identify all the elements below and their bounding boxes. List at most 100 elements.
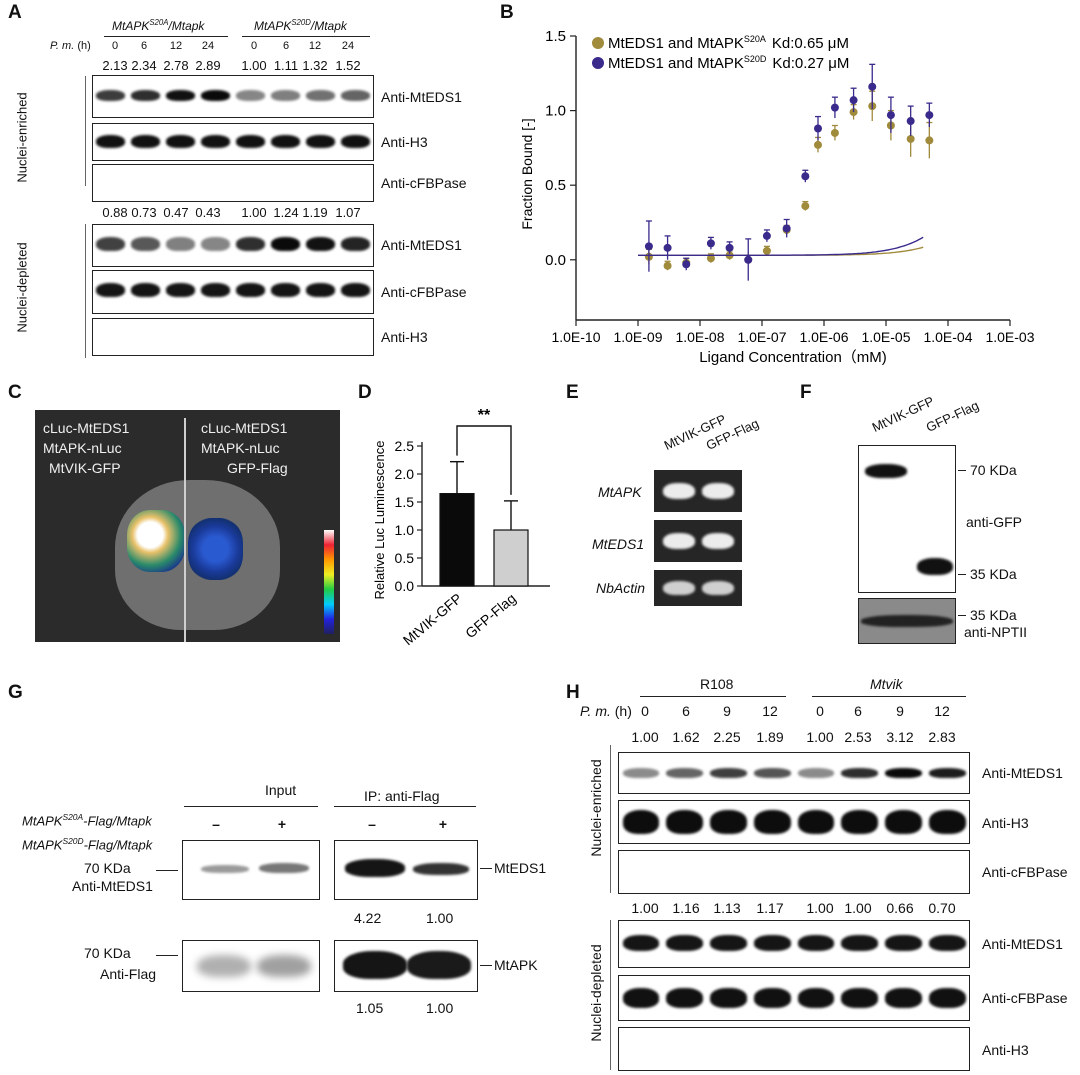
a-blot-enriched-cfbpase: [92, 164, 374, 202]
g-row2-label: MtAPKS20D-Flag/Mtapk: [22, 836, 153, 853]
g-marker-1: 70 KDa: [84, 860, 131, 876]
gel-band: [702, 581, 734, 595]
h-time-2: 6: [682, 703, 690, 719]
a-blot-label-6: Anti-H3: [381, 329, 428, 345]
d-bar-2: [493, 529, 529, 587]
g-row1-label: MtAPKS20A-Flag/Mtapk: [22, 812, 152, 829]
b-data-point: [682, 260, 691, 269]
g-ip-val-4: 1.00: [426, 1000, 454, 1016]
b-data-point: [868, 82, 877, 91]
blot-band: [797, 935, 835, 951]
a-blot-label-5: Anti-cFBPase: [381, 284, 467, 300]
a-group2-label: MtAPKS20D/Mtapk: [254, 18, 347, 33]
b-data-point: [886, 111, 895, 120]
luc-signal-left: [127, 510, 185, 572]
a-enriched-val-4: 2.89: [195, 58, 221, 73]
blot-band: [861, 615, 953, 627]
b-x-tick-label: 1.0E-10: [551, 329, 600, 345]
c-left-line-1: cLuc-MtEDS1: [43, 420, 130, 436]
g-marker-tick-1: [156, 870, 178, 872]
h-depleted-val-8: 0.70: [928, 900, 956, 916]
a-time-3: 12: [169, 40, 183, 52]
gel-nbactin: [654, 570, 742, 606]
h-blot-depleted-eds1: [618, 920, 970, 968]
h-depleted-val-5: 1.00: [806, 900, 834, 916]
h-enriched-bracket: [610, 745, 612, 893]
a-time-8: 24: [341, 40, 355, 52]
b-x-tick-label: 1.0E-07: [737, 329, 786, 345]
a-blot-label-1: Anti-MtEDS1: [381, 89, 462, 105]
h-enriched-val-3: 2.25: [713, 729, 741, 745]
b-data-point: [801, 172, 810, 181]
g-right-label-2: MtAPK: [494, 957, 538, 973]
g-input-label: Input: [265, 782, 297, 798]
blot-band: [622, 935, 660, 951]
g-input-line: [184, 806, 318, 808]
f-marker-tick-1: [958, 470, 966, 472]
blot-band: [666, 810, 703, 834]
h-blot-depleted-h3: [618, 1027, 970, 1071]
f-marker-35: 35 KDa: [970, 566, 1017, 582]
blot-band: [201, 865, 249, 873]
a-group1-line: [104, 36, 228, 38]
g-blot-ip-eds1: [334, 840, 478, 900]
d-category-label-1: MtVIK-GFP: [400, 590, 465, 648]
a-blot-label-2: Anti-H3: [381, 134, 428, 150]
e-gene-3: NbActin: [596, 580, 646, 596]
blot-band: [200, 135, 231, 148]
d-y-axis-label: Relative Luc Luminescence: [372, 441, 387, 600]
a-enriched-val-2: 2.34: [131, 58, 157, 73]
gel-band: [702, 483, 734, 499]
h-blot-enriched-eds1: [618, 752, 970, 794]
blot-band: [235, 237, 266, 251]
blot-band: [270, 283, 301, 297]
g-antibody-1: Anti-MtEDS1: [72, 878, 153, 894]
h-depleted-label: Nuclei-depleted: [588, 944, 604, 1042]
d-sig-label: **: [478, 407, 491, 424]
gel-band: [663, 483, 695, 499]
h-time-7: 9: [896, 703, 904, 719]
a-enriched-val-1: 2.13: [102, 58, 128, 73]
g-right-label-1: MtEDS1: [494, 860, 547, 876]
c-left-line-3: MtVIK-GFP: [49, 460, 121, 476]
blot-band: [841, 935, 878, 951]
blot-band: [305, 135, 336, 148]
blot-band: [130, 90, 161, 101]
g-ip-label: IP: anti-Flag: [364, 788, 440, 804]
h-blot-label-6: Anti-H3: [982, 1042, 1029, 1058]
h-enriched-label: Nuclei-enriched: [588, 759, 604, 857]
h-time-1: 0: [641, 703, 649, 719]
c-right-line-3: GFP-Flag: [227, 460, 288, 476]
h-depleted-bracket: [610, 920, 612, 1070]
panel-label-d: D: [358, 382, 372, 403]
d-bar-1: [439, 492, 475, 587]
blot-band: [841, 988, 878, 1008]
h-depleted-val-2: 1.16: [672, 900, 700, 916]
g-ip-val-3: 1.05: [356, 1000, 384, 1016]
b-data-point: [663, 243, 672, 252]
b-x-tick-label: 1.0E-08: [675, 329, 724, 345]
gel-band: [663, 533, 695, 549]
b-data-point: [906, 117, 915, 126]
e-gene-2: MtEDS1: [592, 536, 645, 552]
a-time-2: 6: [140, 40, 148, 52]
a-depleted-val-3: 0.47: [163, 205, 189, 220]
blot-band: [270, 237, 301, 251]
a-enriched-val-3: 2.78: [163, 58, 189, 73]
d-sig-bracket: [456, 425, 512, 495]
panel-label-c: C: [8, 382, 22, 403]
b-y-tick-label: 0.5: [545, 177, 566, 194]
h-time-3: 9: [723, 703, 731, 719]
h-blot-label-1: Anti-MtEDS1: [982, 765, 1063, 781]
h-pm-label: P. m. (h): [580, 703, 632, 719]
d-y-tick-label: 0.0: [395, 578, 415, 594]
h-group1-label: R108: [700, 676, 734, 692]
d-y-tick-label: 0.5: [395, 550, 415, 566]
blot-band: [95, 135, 126, 148]
a-time-5: 0: [250, 40, 258, 52]
colorbar: [324, 530, 334, 634]
f-blot-gfp: [858, 445, 956, 593]
h-blot-label-5: Anti-cFBPase: [982, 990, 1068, 1006]
a-blot-depleted-eds1: [92, 224, 374, 267]
blot-band: [753, 810, 791, 834]
